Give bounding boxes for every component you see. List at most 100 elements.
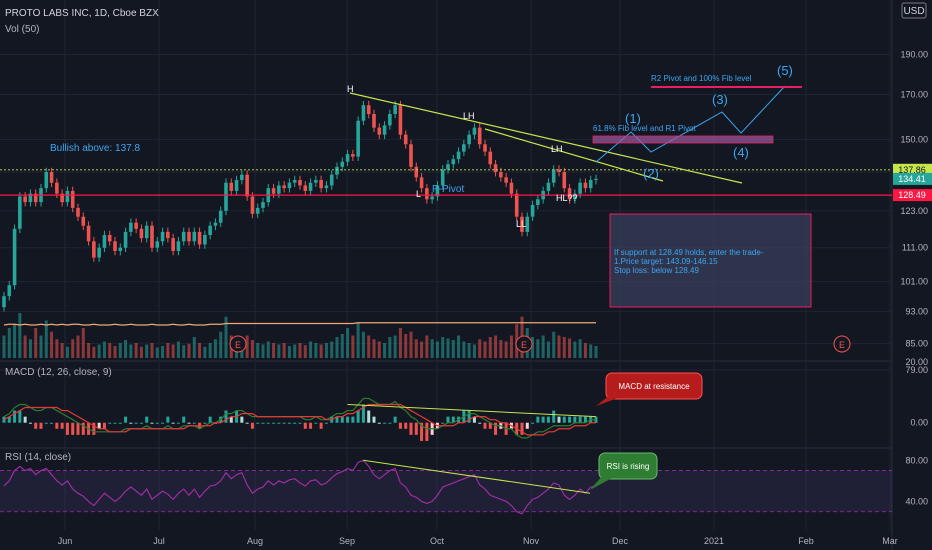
macd-histogram-bar xyxy=(578,416,582,423)
price-tick-label: 101.00 xyxy=(900,277,928,287)
candle-body xyxy=(181,231,186,242)
macd-histogram-bar xyxy=(34,422,38,429)
macd-histogram-bar xyxy=(372,416,376,423)
price-scale-badge-label: 134.41 xyxy=(898,174,926,184)
macd-histogram-bar xyxy=(266,422,270,424)
macd-histogram-bar xyxy=(171,422,175,424)
candle-body xyxy=(557,169,561,173)
candle-body xyxy=(224,182,228,211)
volume-bar xyxy=(393,335,397,358)
volume-bar xyxy=(361,331,365,358)
higher-low-label: HL?? xyxy=(556,193,578,203)
volume-bar xyxy=(23,335,27,358)
candle-body xyxy=(551,169,556,183)
candle-body xyxy=(388,114,392,126)
volume-bar xyxy=(150,343,154,358)
trade-note-box xyxy=(609,213,812,308)
macd-note-callout xyxy=(605,372,703,400)
rsi-trendline xyxy=(363,459,591,494)
macd-histogram-bar xyxy=(277,422,281,424)
volume-bar xyxy=(324,343,328,358)
volume-bar xyxy=(76,335,80,358)
volume-bar xyxy=(166,343,170,358)
candle-body xyxy=(144,225,149,239)
candle-body xyxy=(245,174,249,197)
candle-body xyxy=(456,151,461,160)
earnings-marker-1[interactable] xyxy=(229,335,247,353)
candle-body xyxy=(573,193,577,200)
candle-body xyxy=(86,225,91,242)
candle-body xyxy=(324,185,329,189)
symbol-title: PROTO LABS INC, 1D, Cboe BZX xyxy=(5,8,159,19)
macd-histogram-bar xyxy=(520,422,524,435)
volume-bar xyxy=(171,344,175,358)
volume-bar xyxy=(414,339,418,358)
candle-body xyxy=(203,234,207,245)
earnings-marker-3[interactable] xyxy=(833,335,851,353)
volume-bar xyxy=(28,339,32,358)
volume-bar xyxy=(409,331,413,358)
candle-body xyxy=(409,144,413,167)
candle-body xyxy=(166,231,170,239)
macd-histogram-bar xyxy=(525,422,529,429)
earnings-marker-2[interactable] xyxy=(515,335,533,353)
volume-bar xyxy=(578,339,582,358)
macd-histogram-bar xyxy=(108,422,112,424)
rsi-legend: RSI (14, close) xyxy=(5,452,71,463)
volume-bar xyxy=(568,338,572,358)
macd-histogram-bar xyxy=(351,416,355,423)
candle-body xyxy=(171,238,175,251)
volume-bar xyxy=(441,337,445,358)
candle-body xyxy=(419,177,424,189)
candle-body xyxy=(261,202,265,208)
candle-body xyxy=(240,174,244,181)
volume-bar xyxy=(367,335,371,358)
volume-bar xyxy=(287,346,291,358)
minor-trendline xyxy=(484,128,664,182)
macd-histogram-bar xyxy=(367,410,371,423)
currency-button[interactable] xyxy=(901,2,927,19)
macd-histogram-bar xyxy=(557,416,561,423)
volume-bar xyxy=(7,328,11,358)
volume-bar xyxy=(335,337,339,358)
price-scale-badge xyxy=(893,163,932,176)
price-tick-label: 150.00 xyxy=(900,134,928,144)
macd-histogram-bar xyxy=(261,422,265,424)
volume-bar xyxy=(55,339,59,358)
macd-histogram-bar xyxy=(467,410,471,423)
volume-bar xyxy=(282,343,286,358)
volume-bar xyxy=(81,328,85,358)
candle-body xyxy=(499,172,503,178)
bullish-above-label: Bullish above: 137.8 xyxy=(50,143,141,154)
macd-histogram-bar xyxy=(282,422,286,424)
volume-bar xyxy=(113,346,117,358)
time-tick-label: Jul xyxy=(153,536,165,546)
descending-trendline xyxy=(349,92,743,184)
macd-histogram-bar xyxy=(256,422,260,424)
wave-3-label: (3) xyxy=(712,92,728,107)
volume-bar xyxy=(92,346,96,358)
candle-body xyxy=(477,127,482,145)
volume-bar xyxy=(319,344,323,358)
volume-bar xyxy=(435,341,439,358)
candle-body xyxy=(583,182,588,189)
volume-bar xyxy=(261,344,265,358)
macd-histogram-bar xyxy=(134,422,138,424)
candle-body xyxy=(435,185,440,197)
macd-histogram-bar xyxy=(97,422,101,429)
volume-bar xyxy=(451,340,455,358)
wave-5-label: (5) xyxy=(777,63,793,78)
macd-resistance-line xyxy=(347,404,597,418)
candle-body xyxy=(76,207,80,217)
candle-body xyxy=(578,182,582,194)
volume-bar xyxy=(182,345,186,358)
low-label: L xyxy=(416,189,421,199)
candle-body xyxy=(55,182,59,194)
macd-histogram-bar xyxy=(478,422,482,424)
candle-body xyxy=(467,134,471,145)
candle-body xyxy=(356,120,360,157)
candle-body xyxy=(282,185,286,189)
candle-body xyxy=(562,172,567,189)
candle-body xyxy=(382,125,387,135)
